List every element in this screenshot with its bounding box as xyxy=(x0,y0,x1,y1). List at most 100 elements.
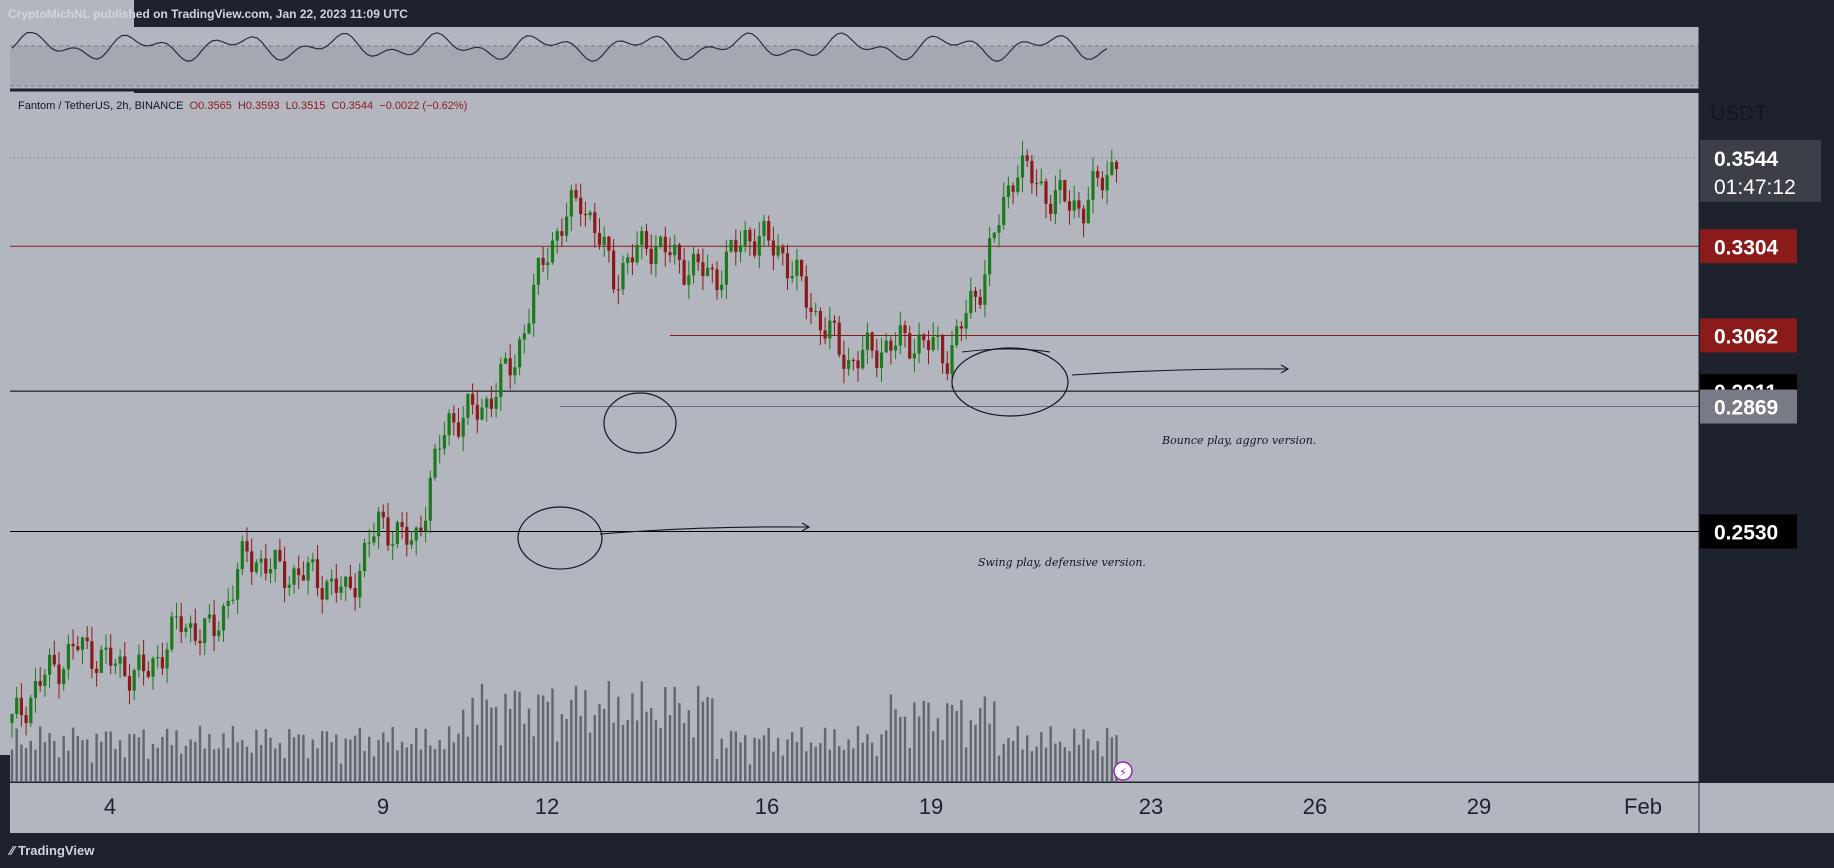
candle-body xyxy=(616,289,620,291)
candle-body xyxy=(847,360,851,369)
volume-bar xyxy=(1073,728,1076,782)
candle-body xyxy=(729,240,733,252)
volume-bar xyxy=(541,695,545,782)
badge-0.2869-bg xyxy=(1700,389,1797,424)
badge-0.3304-bg xyxy=(1700,229,1797,264)
arrow-swing xyxy=(599,526,809,535)
arrow-bounce-head xyxy=(1280,364,1290,374)
candle-body xyxy=(1016,177,1020,192)
candle-body xyxy=(62,669,66,685)
candle-body xyxy=(762,221,766,237)
candle-body xyxy=(691,253,696,276)
candle-body xyxy=(626,257,630,264)
footer-brand[interactable]: TradingView xyxy=(17,843,95,858)
candle-body xyxy=(630,257,634,263)
candle-body xyxy=(452,413,456,423)
candle-body xyxy=(1063,179,1067,202)
candle-body xyxy=(236,569,240,600)
candle-body xyxy=(1044,181,1048,204)
volume-bar xyxy=(1091,750,1095,782)
volume-bar xyxy=(100,741,103,782)
volume-bar xyxy=(664,687,667,782)
volume-bar xyxy=(429,745,432,782)
tradingview-logo-icon[interactable]: ⁄⁄ xyxy=(10,843,15,858)
volume-bar xyxy=(189,739,192,782)
candle-body xyxy=(193,623,197,641)
candle-body xyxy=(1110,161,1114,175)
volume-bar xyxy=(856,726,860,782)
volume-bar xyxy=(635,720,639,782)
volume-bar xyxy=(330,742,333,782)
volume-bar xyxy=(1035,746,1038,782)
candle-body xyxy=(179,616,183,632)
volume-bar xyxy=(767,728,770,782)
candle-body xyxy=(127,676,132,691)
time-axis[interactable] xyxy=(10,783,1834,833)
volume-bar xyxy=(617,696,620,782)
candle-body xyxy=(33,681,38,699)
candle-body xyxy=(612,250,616,290)
volume-bar xyxy=(443,749,446,782)
candle-body xyxy=(174,616,179,618)
candle-body xyxy=(66,643,70,670)
countdown-timer: 01:47:12 xyxy=(1714,176,1796,199)
candle-body xyxy=(659,236,663,247)
x-tick-9: 9 xyxy=(377,794,389,819)
volume-bar xyxy=(697,685,700,782)
volume-bar xyxy=(574,685,578,782)
volume-bar xyxy=(433,749,437,782)
ohlc-open: O0.3565 xyxy=(189,100,232,112)
volume-bar xyxy=(1077,744,1081,782)
y-tick-0.2600: 0.2600 xyxy=(1714,496,1778,519)
volume-bar xyxy=(640,681,643,782)
candle-body xyxy=(959,326,963,329)
y-tick-0.3200: 0.3200 xyxy=(1714,275,1778,298)
volume-bar xyxy=(560,714,564,782)
candle-body xyxy=(156,657,160,659)
volume-bar xyxy=(880,734,883,782)
candle-body xyxy=(306,562,310,581)
candle-body xyxy=(804,276,808,308)
volume-bar xyxy=(104,731,108,782)
volume-bar xyxy=(758,739,761,782)
volume-bar xyxy=(372,756,376,782)
volume-bar xyxy=(1082,729,1085,782)
candle-body xyxy=(99,649,103,673)
candle-body xyxy=(894,345,898,351)
volume-bar xyxy=(805,751,808,782)
candle-body xyxy=(522,333,526,340)
volume-bar xyxy=(908,747,911,782)
candle-body xyxy=(992,232,996,239)
volume-bar xyxy=(344,738,347,782)
candle-body xyxy=(184,627,188,632)
price-pane[interactable] xyxy=(10,93,1699,782)
volume-bar xyxy=(147,758,150,782)
candle-body xyxy=(569,190,573,217)
volume-bar xyxy=(899,716,902,782)
volume-bar xyxy=(180,753,183,782)
candle-body xyxy=(785,253,790,279)
volume-bar xyxy=(90,762,94,782)
candle-body xyxy=(682,259,686,285)
volume-bar xyxy=(53,740,56,782)
candle-body xyxy=(832,320,837,323)
volume-bar xyxy=(400,741,404,782)
volume-bar xyxy=(678,703,681,782)
candle-body xyxy=(546,262,550,265)
volume-bar xyxy=(480,683,484,782)
candle-body xyxy=(231,599,235,601)
volume-bar xyxy=(795,741,799,782)
candle-body xyxy=(912,353,916,359)
ohlc-high: H0.3593 xyxy=(237,100,280,112)
candle-body xyxy=(908,333,912,359)
y-tick-0.3000: 0.3000 xyxy=(1714,348,1778,371)
volume-bar xyxy=(415,728,418,782)
candle-body xyxy=(151,658,155,677)
volume-bar xyxy=(570,699,573,782)
candle-body xyxy=(842,354,846,369)
candle-body xyxy=(485,398,489,408)
volume-bar xyxy=(1007,738,1010,782)
candle-body xyxy=(550,240,555,263)
volume-bar xyxy=(715,759,719,782)
candle-body xyxy=(870,332,874,351)
